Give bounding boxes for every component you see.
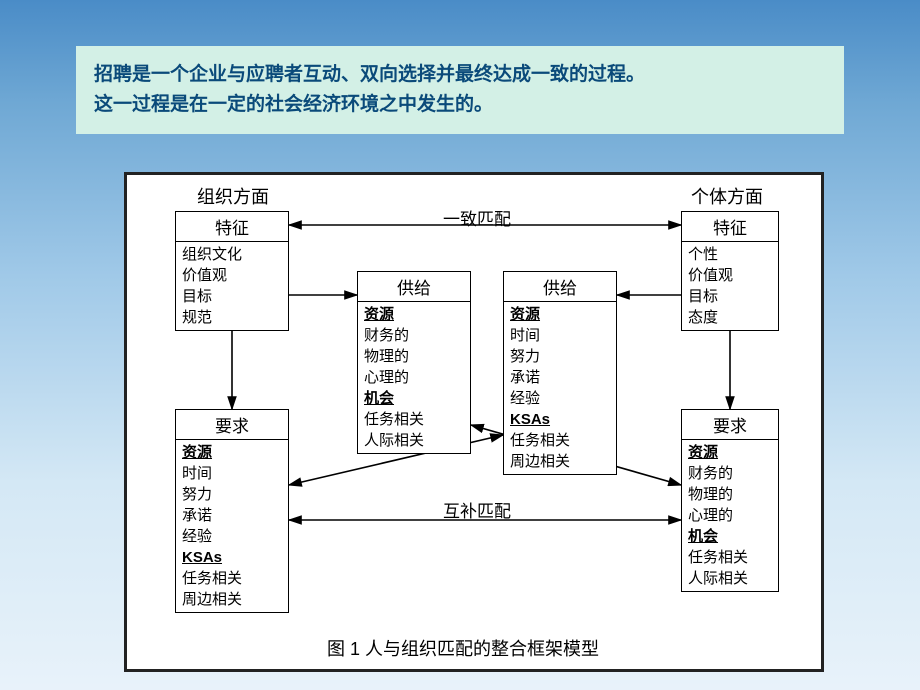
col-header-right: 个体方面 [691, 183, 763, 209]
box-item: 周边相关 [182, 589, 282, 610]
box-body: 个性价值观目标态度 [682, 242, 778, 330]
box-item: 任务相关 [688, 547, 772, 568]
box-item: 承诺 [510, 367, 610, 388]
match-bottom-label: 互补匹配 [443, 497, 511, 522]
box-item: 心理的 [364, 367, 464, 388]
box-title: 要求 [176, 410, 288, 440]
box-item: 组织文化 [182, 244, 282, 265]
box-item: 承诺 [182, 505, 282, 526]
box-item: 任务相关 [510, 430, 610, 451]
box-item: 周边相关 [510, 451, 610, 472]
diagram-caption: 图 1 人与组织匹配的整合框架模型 [327, 635, 599, 661]
diagram-container: 组织方面 个体方面 一致匹配 互补匹配 特征组织文化价值观目标规范 特征个性价值… [124, 172, 824, 672]
section-label: 机会 [364, 388, 464, 409]
box-supply-right: 供给资源时间努力承诺经验KSAs任务相关周边相关 [503, 271, 617, 475]
box-title: 供给 [504, 272, 616, 302]
box-item: 态度 [688, 307, 772, 328]
section-label: KSAs [510, 409, 610, 430]
box-title: 特征 [682, 212, 778, 242]
box-item: 规范 [182, 307, 282, 328]
box-item: 努力 [510, 346, 610, 367]
box-item: 财务的 [688, 463, 772, 484]
section-label: 资源 [688, 442, 772, 463]
box-supply-left: 供给资源财务的物理的心理的机会任务相关人际相关 [357, 271, 471, 454]
match-top-label: 一致匹配 [443, 205, 511, 230]
box-ind-traits: 特征个性价值观目标态度 [681, 211, 779, 331]
box-body: 资源财务的物理的心理的机会任务相关人际相关 [358, 302, 470, 453]
box-org-traits: 特征组织文化价值观目标规范 [175, 211, 289, 331]
box-item: 心理的 [688, 505, 772, 526]
header-line1: 招聘是一个企业与应聘者互动、双向选择并最终达成一致的过程。 [94, 60, 826, 90]
box-item: 时间 [182, 463, 282, 484]
box-item: 任务相关 [364, 409, 464, 430]
box-title: 要求 [682, 410, 778, 440]
box-body: 资源时间努力承诺经验KSAs任务相关周边相关 [176, 440, 288, 612]
box-item: 目标 [182, 286, 282, 307]
box-item: 经验 [510, 388, 610, 409]
box-demand-right: 要求资源财务的物理的心理的机会任务相关人际相关 [681, 409, 779, 592]
box-body: 组织文化价值观目标规范 [176, 242, 288, 330]
box-item: 经验 [182, 526, 282, 547]
header-box: 招聘是一个企业与应聘者互动、双向选择并最终达成一致的过程。 这一过程是在一定的社… [76, 46, 844, 134]
section-label: KSAs [182, 547, 282, 568]
box-item: 个性 [688, 244, 772, 265]
box-item: 目标 [688, 286, 772, 307]
section-label: 资源 [182, 442, 282, 463]
box-item: 时间 [510, 325, 610, 346]
section-label: 资源 [364, 304, 464, 325]
box-title: 特征 [176, 212, 288, 242]
col-header-left: 组织方面 [197, 183, 269, 209]
box-item: 财务的 [364, 325, 464, 346]
box-item: 物理的 [364, 346, 464, 367]
header-line2: 这一过程是在一定的社会经济环境之中发生的。 [94, 90, 826, 120]
box-item: 价值观 [688, 265, 772, 286]
box-body: 资源财务的物理的心理的机会任务相关人际相关 [682, 440, 778, 591]
box-item: 努力 [182, 484, 282, 505]
box-item: 任务相关 [182, 568, 282, 589]
box-title: 供给 [358, 272, 470, 302]
box-demand-left: 要求资源时间努力承诺经验KSAs任务相关周边相关 [175, 409, 289, 613]
box-item: 人际相关 [688, 568, 772, 589]
box-item: 物理的 [688, 484, 772, 505]
section-label: 机会 [688, 526, 772, 547]
box-item: 人际相关 [364, 430, 464, 451]
box-item: 价值观 [182, 265, 282, 286]
box-body: 资源时间努力承诺经验KSAs任务相关周边相关 [504, 302, 616, 474]
section-label: 资源 [510, 304, 610, 325]
